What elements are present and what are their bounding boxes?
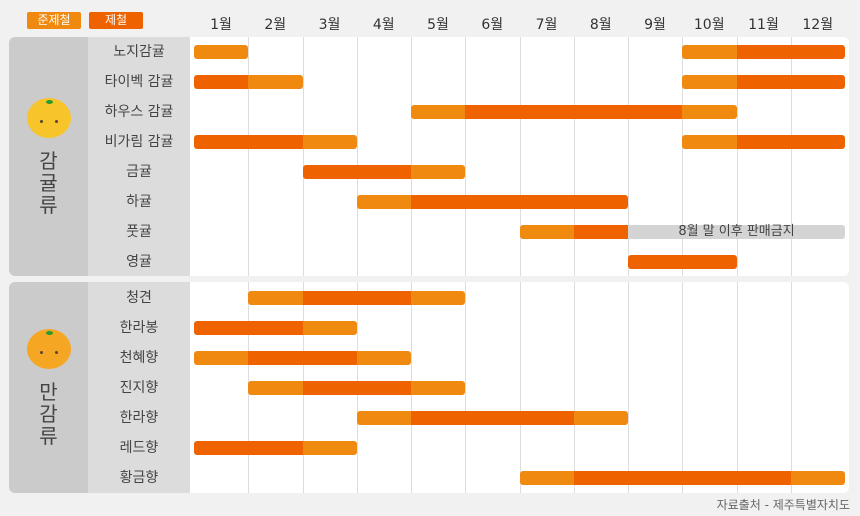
semi-season-bar <box>411 165 466 179</box>
semi-season-bar <box>682 135 737 149</box>
item-name: 영귤 <box>126 254 152 270</box>
source-note: 자료출처 - 제주특별자치도 <box>716 498 850 512</box>
season-bar <box>194 75 249 89</box>
semi-season-bar <box>248 291 303 305</box>
season-bar <box>194 321 303 335</box>
semi-season-bar <box>411 291 466 305</box>
gridline <box>302 37 304 276</box>
not-for-sale-bar: 8월 말 이후 판매금지 <box>628 225 845 239</box>
month-label: 8월 <box>589 17 612 33</box>
semi-season-bar <box>194 351 249 365</box>
season-bar <box>573 471 791 485</box>
semi-season-bar <box>356 351 411 365</box>
semi-season-bar <box>519 471 574 485</box>
gridline <box>682 282 684 493</box>
season-bar <box>194 441 303 455</box>
semi-season-bar <box>682 75 737 89</box>
month-label: 6월 <box>481 17 504 33</box>
group-category: 만감류 <box>9 282 88 493</box>
gridline <box>411 37 412 276</box>
semi-season-bar <box>519 225 574 239</box>
semi-season-bar <box>356 411 411 425</box>
season-bar <box>411 411 574 425</box>
item-name: 하귤 <box>126 194 152 210</box>
semi-season-bar <box>248 75 303 89</box>
item-name: 청견 <box>126 290 152 306</box>
semi-season-bar <box>573 411 628 425</box>
item-name: 풋귤 <box>126 224 152 240</box>
season-bar <box>573 225 628 239</box>
gridline <box>519 37 521 276</box>
item-name: 진지향 <box>119 380 159 396</box>
season-bar <box>248 351 357 365</box>
item-name: 한라봉 <box>119 320 159 336</box>
gridline <box>465 37 467 276</box>
gridline <box>248 37 250 276</box>
season-bar <box>302 165 411 179</box>
item-name: 금귤 <box>126 164 152 180</box>
item-name: 하우스 감귤 <box>104 104 174 120</box>
gridline <box>519 282 521 493</box>
month-label: 12월 <box>802 17 834 33</box>
season-bar <box>736 135 845 149</box>
season-bar <box>736 75 845 89</box>
semi-season-bar <box>248 381 303 395</box>
gridline <box>573 282 575 493</box>
season-bar <box>628 255 737 269</box>
semi-season-bar <box>790 471 845 485</box>
legend-season: 제철 <box>89 12 143 29</box>
month-label: 11월 <box>748 17 779 33</box>
gridline <box>465 282 467 493</box>
semi-season-bar <box>302 321 357 335</box>
tangor-icon <box>26 328 71 369</box>
month-label: 2월 <box>264 17 287 33</box>
group-category: 감귤류 <box>9 37 88 276</box>
semi-season-bar <box>302 441 357 455</box>
legend-semi-season: 준제철 <box>27 12 81 29</box>
month-label: 9월 <box>644 17 666 33</box>
item-name: 비가림 감귤 <box>104 134 174 150</box>
mandarin-icon <box>26 97 71 138</box>
gridline <box>736 282 738 493</box>
group-name: 감귤류 <box>39 148 58 217</box>
semi-season-bar <box>194 45 249 59</box>
gridline <box>790 37 792 276</box>
group-name: 만감류 <box>39 379 58 448</box>
item-name: 레드향 <box>119 440 159 456</box>
item-name: 노지감귤 <box>113 44 165 60</box>
gridline <box>628 37 629 276</box>
gridline <box>628 282 629 493</box>
season-bar <box>302 291 411 305</box>
gridline <box>790 282 792 493</box>
season-bar <box>411 195 628 209</box>
semi-season-bar <box>411 105 466 119</box>
season-bar <box>736 45 845 59</box>
month-label: 1월 <box>210 17 232 33</box>
month-label: 4월 <box>372 17 395 33</box>
month-label: 10월 <box>693 17 725 33</box>
item-name: 황금향 <box>119 470 159 486</box>
semi-season-bar <box>682 105 737 119</box>
gridline <box>356 37 358 276</box>
semi-season-bar <box>302 135 357 149</box>
month-label: 3월 <box>318 17 341 33</box>
month-label: 7월 <box>535 17 558 33</box>
semi-season-bar <box>356 195 411 209</box>
item-name: 한라향 <box>119 410 159 426</box>
semi-season-bar <box>682 45 737 59</box>
semi-season-bar <box>411 381 466 395</box>
gridline <box>736 37 738 276</box>
month-label: 5월 <box>427 17 449 33</box>
season-bar <box>194 135 303 149</box>
gridline <box>682 37 684 276</box>
item-name: 타이벡 감귤 <box>104 74 174 90</box>
season-bar <box>302 381 411 395</box>
season-bar <box>465 105 683 119</box>
gridline <box>573 37 575 276</box>
item-name: 천혜향 <box>119 350 159 366</box>
